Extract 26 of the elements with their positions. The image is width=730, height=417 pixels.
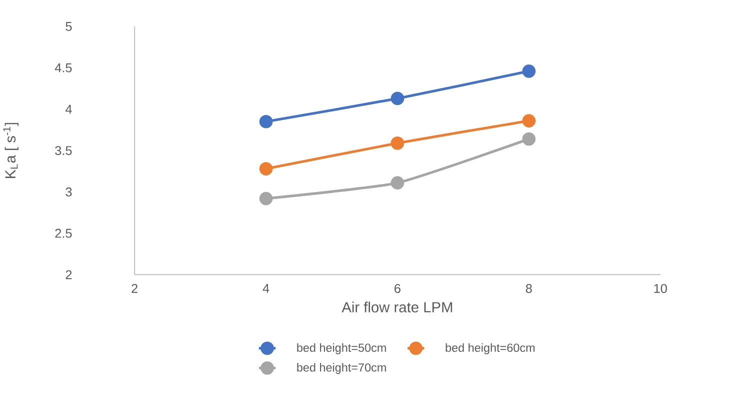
legend-label: bed height=70cm (297, 363, 386, 374)
y-tick-label: 4 (66, 104, 72, 114)
legend-label: bed height=50cm (297, 343, 386, 354)
point (259, 192, 273, 206)
x-tick-label: 10 (654, 284, 667, 294)
point (259, 114, 273, 128)
x-tick-label: 8 (526, 284, 532, 294)
point (522, 64, 536, 78)
y-tick-label: 4.5 (54, 63, 72, 72)
y-tick-label: 3 (66, 187, 72, 196)
y-tick-label: 3.5 (55, 146, 72, 156)
x-tick-label: 2 (132, 284, 138, 293)
x-axis-title: Air flow rate LPM (342, 302, 452, 312)
point (390, 136, 404, 150)
point (522, 114, 536, 128)
y-tick-label: 2.5 (55, 228, 72, 238)
x-tick-label: 6 (394, 284, 400, 294)
x-tick-label: 4 (262, 284, 270, 293)
y-tick-label: 5 (66, 22, 72, 31)
point (390, 176, 404, 190)
point (259, 162, 273, 176)
point (522, 132, 536, 146)
point (390, 92, 404, 106)
legend-label: bed height=60cm (446, 343, 535, 354)
y-tick-label: 2 (66, 270, 72, 280)
y-axis-title: K$_{L}$a [ s$^{-1}$] (3, 122, 18, 178)
